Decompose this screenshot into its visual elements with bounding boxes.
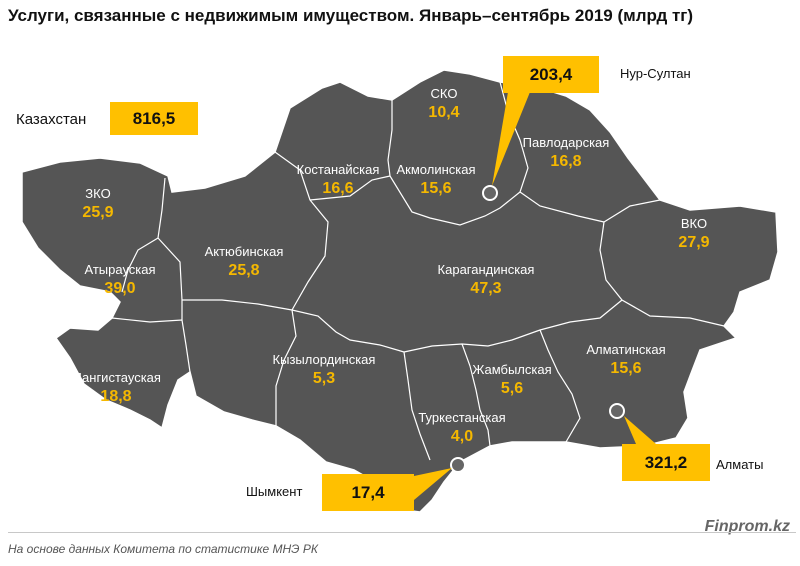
region-label-zhambyl: Жамбылская 5,6 [472, 362, 551, 398]
region-name: Карагандинская [437, 262, 535, 277]
region-label-karaganda: Карагандинская 47,3 [438, 262, 535, 298]
region-value: 15,6 [420, 180, 452, 197]
almaty-marker [609, 403, 625, 419]
region-value: 27,9 [678, 234, 710, 251]
region-label-kyzylorda: Кызылординская 5,3 [273, 352, 376, 388]
region-label-aktobe: Актюбинская 25,8 [205, 244, 284, 280]
region-value: 15,6 [610, 360, 642, 377]
region-value: 18,8 [100, 388, 132, 405]
shymkent-marker [450, 457, 466, 473]
nur-sultan-label: Нур-Султан [620, 66, 691, 81]
region-value: 25,9 [82, 204, 114, 221]
nur-sultan-value-box: 203,4 [503, 56, 599, 93]
region-name: СКО [430, 86, 458, 101]
region-value: 4,0 [450, 428, 474, 445]
brand-logo: Finprom.kz [704, 518, 790, 535]
country-name: Казахстан [16, 111, 87, 128]
region-value: 47,3 [470, 280, 502, 297]
region-name: Актюбинская [204, 244, 284, 259]
region-value: 25,8 [228, 262, 260, 279]
footer-divider [8, 532, 796, 533]
shymkent-value-box: 17,4 [322, 474, 414, 511]
country-total-box: 816,5 [110, 102, 198, 135]
region-name: Туркестанская [418, 410, 506, 425]
almaty-value-box: 321,2 [622, 444, 710, 481]
nur-sultan-pointer [492, 92, 530, 186]
region-name: Жамбылская [472, 362, 552, 377]
shymkent-label: Шымкент [246, 484, 303, 499]
region-name: Акмолинская [396, 162, 476, 177]
shymkent-pointer [414, 468, 452, 500]
region-value: 16,8 [550, 153, 582, 170]
region-value: 16,6 [322, 180, 354, 197]
page-title: Услуги, связанные с недвижимым имущество… [8, 6, 694, 25]
region-label-kostanay: Костанайская 16,6 [297, 162, 380, 198]
region-value: 5,6 [500, 380, 524, 397]
source-note: На основе данных Комитета по статистике … [8, 542, 318, 556]
region-label-turkestan: Туркестанская 4,0 [418, 410, 505, 446]
almaty-pointer [624, 416, 656, 444]
region-name: ЗКО [85, 186, 111, 201]
region-name: Атырауская [84, 262, 156, 277]
region-value: 39,0 [104, 280, 136, 297]
region-label-akmola: Акмолинская 15,6 [396, 162, 475, 198]
region-value: 5,3 [312, 370, 336, 387]
region-label-sko: СКО 10,4 [428, 86, 459, 122]
region-name: Костанайская [296, 162, 380, 177]
region-value: 10,4 [428, 104, 460, 121]
region-name: Мангистауская [71, 370, 161, 385]
region-label-zko: ЗКО 25,9 [82, 186, 113, 222]
region-label-pavlodar: Павлодарская 16,8 [523, 135, 610, 171]
region-label-vko: ВКО 27,9 [678, 216, 709, 252]
region-label-atyrau: Атырауская 39,0 [84, 262, 155, 298]
region-name: ВКО [680, 216, 708, 231]
almaty-label: Алматы [716, 457, 764, 472]
region-name: Кызылординская [272, 352, 376, 367]
nur-sultan-marker [482, 185, 498, 201]
region-name: Павлодарская [522, 135, 610, 150]
region-label-almaty-obl: Алматинская 15,6 [586, 342, 665, 378]
region-label-mangystau: Мангистауская 18,8 [71, 370, 161, 406]
region-name: Алматинская [586, 342, 666, 357]
